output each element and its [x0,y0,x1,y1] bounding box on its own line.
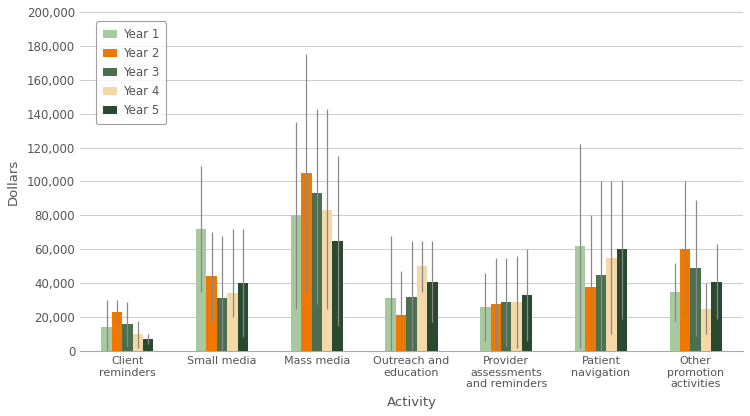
Bar [490,304,501,351]
Bar [512,302,522,351]
Bar [396,315,406,351]
Y-axis label: Dollars: Dollars [7,158,20,205]
Bar [691,268,701,351]
Bar [206,277,217,351]
Bar [101,327,112,351]
Bar [112,312,122,351]
Bar [196,229,206,351]
Bar [670,292,680,351]
Bar [616,249,627,351]
Bar [332,241,343,351]
Bar [417,266,428,351]
Bar [238,283,248,351]
Bar [596,275,606,351]
Bar [501,302,512,351]
Bar [711,282,722,351]
Bar [227,293,238,351]
Bar [122,324,133,351]
Bar [302,173,311,351]
Bar [701,309,711,351]
Bar [480,307,490,351]
Bar [143,339,154,351]
Bar [522,295,532,351]
Bar [291,215,302,351]
X-axis label: Activity: Activity [386,396,436,409]
Bar [606,258,616,351]
Bar [133,334,143,351]
Bar [427,282,437,351]
Legend: Year 1, Year 2, Year 3, Year 4, Year 5: Year 1, Year 2, Year 3, Year 4, Year 5 [96,21,166,124]
Bar [680,249,691,351]
Bar [322,210,332,351]
Bar [386,299,396,351]
Bar [406,297,417,351]
Bar [575,246,585,351]
Bar [217,299,227,351]
Bar [311,193,322,351]
Bar [585,287,596,351]
